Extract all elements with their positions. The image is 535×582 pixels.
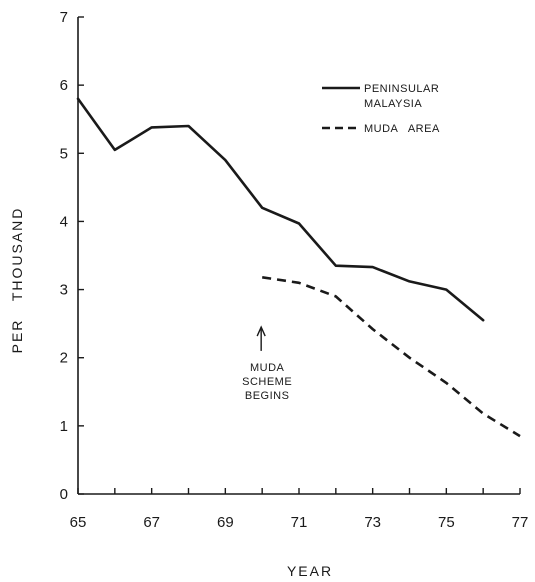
x-tick-label: 67 (143, 514, 160, 531)
x-axis-title: YEAR (287, 563, 333, 579)
legend-label: MALAYSIA (364, 98, 422, 110)
x-tick-label: 69 (217, 514, 234, 531)
y-tick-label: 3 (60, 282, 68, 299)
y-tick-label: 1 (60, 418, 68, 435)
x-tick-label: 65 (70, 514, 87, 531)
y-tick-label: 6 (60, 77, 68, 94)
series-line-muda-area (262, 276, 521, 438)
x-tick-label: 71 (291, 514, 308, 531)
annotation-label: BEGINS (245, 390, 290, 402)
legend-label: PENINSULAR (364, 83, 439, 95)
y-axis-title: PER THOUSAND (9, 207, 25, 354)
y-tick-label: 0 (60, 486, 68, 503)
x-tick-label: 73 (364, 514, 381, 531)
legend-label: MUDA AREA (364, 123, 440, 135)
annotation: MUDA SCHEME BEGINS (242, 325, 292, 402)
y-tick-label: 7 (60, 9, 68, 26)
x-tick-label: 77 (512, 514, 529, 531)
y-tick-label: 5 (60, 145, 68, 162)
legend: PENINSULAR MALAYSIA MUDA AREA (322, 83, 440, 135)
series-line-peninsular-malaysia (76, 97, 485, 322)
y-tick-label: 2 (60, 350, 68, 367)
axes (77, 17, 520, 495)
x-tick-label: 75 (438, 514, 455, 531)
annotation-label: MUDA (250, 362, 285, 374)
series (76, 97, 521, 438)
y-tick-label: 4 (60, 213, 68, 230)
annotation-label: SCHEME (242, 376, 292, 388)
annotation-arrow-head (256, 325, 266, 337)
